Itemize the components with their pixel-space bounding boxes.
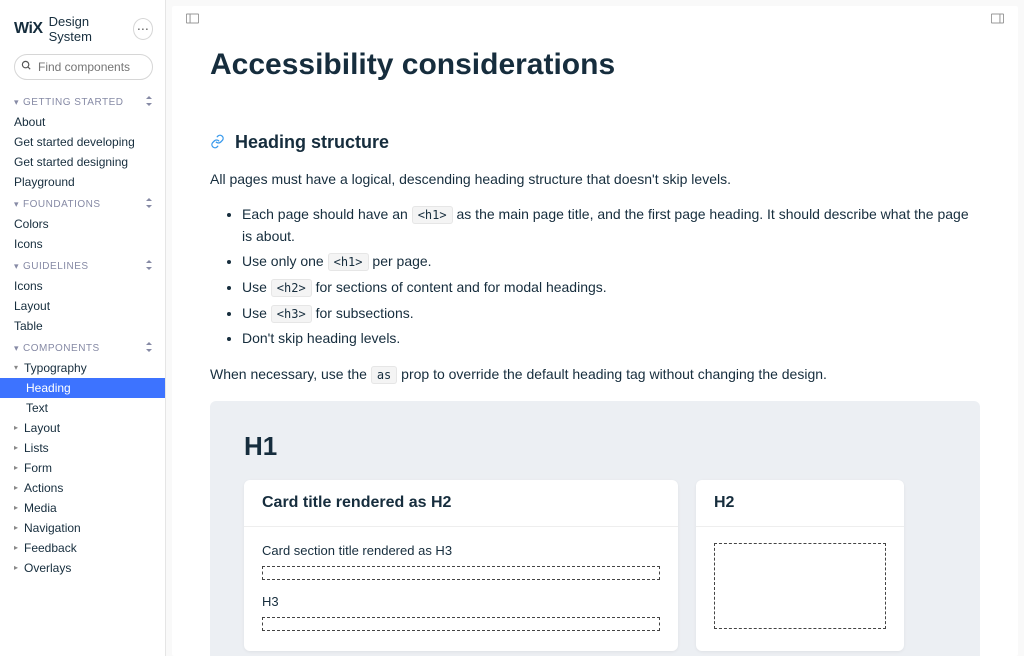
example-card-1: Card title rendered as H2 Card section t… [244, 480, 678, 651]
chevron-icon: ▸ [14, 420, 22, 436]
sort-icon[interactable] [145, 96, 153, 108]
placeholder-box [262, 617, 660, 631]
anchor-link-icon[interactable] [210, 134, 225, 152]
chevron-icon: ▸ [14, 480, 22, 496]
bullet-item: Don't skip heading levels. [242, 328, 980, 350]
bullet-item: Use <h2> for sections of content and for… [242, 277, 980, 299]
chevron-icon: ▸ [14, 560, 22, 576]
nav-section-title: GETTING STARTED [23, 97, 123, 108]
sidebar: WiX Design System ⋯ / ▾ GETTING STARTED Ab… [0, 0, 166, 656]
nav-tree-item[interactable]: ▸Lists [0, 438, 165, 458]
more-menu-icon[interactable]: ⋯ [133, 18, 153, 40]
nav-item[interactable]: About [0, 112, 165, 132]
outro-paragraph: When necessary, use the as prop to overr… [210, 364, 980, 385]
panel-toggle-right-icon[interactable] [991, 13, 1004, 27]
bullet-item: Use only one <h1> per page. [242, 251, 980, 273]
nav-tree-label: Navigation [24, 520, 81, 536]
chevron-icon: ▸ [14, 500, 22, 516]
section-title: Heading structure [235, 132, 389, 153]
nav-tree-label: Media [24, 500, 57, 516]
nav-tree-item[interactable]: ▸Actions [0, 478, 165, 498]
nav-tree-child[interactable]: Heading [0, 378, 165, 398]
brand-ds: Design System [49, 14, 129, 44]
nav-tree-item[interactable]: ▸Feedback [0, 538, 165, 558]
nav-tree-label: Actions [24, 480, 63, 496]
nav-tree-label: Overlays [24, 560, 71, 576]
search-input[interactable] [38, 60, 166, 74]
nav-section-title: FOUNDATIONS [23, 199, 101, 210]
nav-item[interactable]: Get started developing [0, 132, 165, 152]
nav-section-title: COMPONENTS [23, 343, 100, 354]
nav-tree-item[interactable]: ▸Layout [0, 418, 165, 438]
nav-section-header[interactable]: ▾ GUIDELINES [0, 254, 165, 276]
sort-icon[interactable] [145, 198, 153, 210]
main-content: Accessibility considerations Heading str… [172, 6, 1018, 656]
bullet-item: Each page should have an <h1> as the mai… [242, 204, 980, 247]
nav-tree-item[interactable]: ▸Form [0, 458, 165, 478]
chevron-down-icon: ▾ [14, 343, 19, 354]
chevron-icon: ▸ [14, 460, 22, 476]
nav-tree-label: Feedback [24, 540, 77, 556]
brand: WiX Design System ⋯ [0, 10, 165, 54]
panel-toggle-left-icon[interactable] [186, 13, 199, 27]
nav-item[interactable]: Playground [0, 172, 165, 192]
inline-code: <h2> [271, 279, 312, 297]
nav-tree-label: Form [24, 460, 52, 476]
sort-icon[interactable] [145, 260, 153, 272]
search-input-wrapper[interactable]: / [14, 54, 153, 80]
nav-item[interactable]: Icons [0, 234, 165, 254]
bullet-item: Use <h3> for subsections. [242, 303, 980, 325]
nav-item[interactable]: Table [0, 316, 165, 336]
intro-paragraph: All pages must have a logical, descendin… [210, 169, 980, 190]
nav-tree-child[interactable]: Text [0, 398, 165, 418]
nav-section-title: GUIDELINES [23, 261, 89, 272]
example-card-1-sub2: H3 [262, 594, 660, 609]
nav-tree-label: Layout [24, 420, 60, 436]
example-h1: H1 [244, 431, 946, 462]
page-title: Accessibility considerations [210, 48, 980, 82]
brand-wix: WiX [14, 20, 43, 38]
example-card-2: H2 [696, 480, 904, 651]
inline-code: <h1> [328, 253, 369, 271]
chevron-down-icon: ▾ [14, 97, 19, 108]
bullet-list: Each page should have an <h1> as the mai… [210, 204, 980, 350]
nav-section-header[interactable]: ▾ COMPONENTS [0, 336, 165, 358]
sort-icon[interactable] [145, 342, 153, 354]
placeholder-box [714, 543, 886, 629]
inline-code: <h1> [412, 206, 453, 224]
chevron-icon: ▾ [14, 360, 22, 376]
placeholder-box [262, 566, 660, 580]
search-icon [21, 60, 32, 74]
nav-section-header[interactable]: ▾ GETTING STARTED [0, 90, 165, 112]
chevron-icon: ▸ [14, 440, 22, 456]
nav-item[interactable]: Get started designing [0, 152, 165, 172]
example-card-1-sub1: Card section title rendered as H3 [262, 543, 660, 558]
chevron-icon: ▸ [14, 520, 22, 536]
nav-item[interactable]: Layout [0, 296, 165, 316]
nav-item[interactable]: Colors [0, 214, 165, 234]
nav-tree-label: Typography [24, 360, 87, 376]
nav-tree-label: Lists [24, 440, 49, 456]
example-card-2-title: H2 [696, 480, 904, 527]
chevron-down-icon: ▾ [14, 199, 19, 210]
chevron-down-icon: ▾ [14, 261, 19, 272]
example-card-1-title: Card title rendered as H2 [244, 480, 678, 527]
nav-tree-item[interactable]: ▸Overlays [0, 558, 165, 578]
nav-tree-item[interactable]: ▾Typography [0, 358, 165, 378]
nav-item[interactable]: Icons [0, 276, 165, 296]
nav-section-header[interactable]: ▾ FOUNDATIONS [0, 192, 165, 214]
topbar [172, 6, 1018, 34]
nav-tree-item[interactable]: ▸Navigation [0, 518, 165, 538]
chevron-icon: ▸ [14, 540, 22, 556]
example-panel: H1 Card title rendered as H2 Card sectio… [210, 401, 980, 656]
nav-tree-item[interactable]: ▸Media [0, 498, 165, 518]
inline-code: <h3> [271, 305, 312, 323]
inline-code: as [371, 366, 397, 384]
